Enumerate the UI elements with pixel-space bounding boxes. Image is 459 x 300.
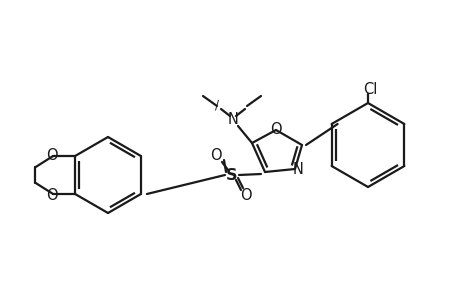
Text: O: O (46, 148, 58, 163)
Text: O: O (210, 148, 221, 164)
Text: O: O (269, 122, 281, 136)
Text: /: / (214, 98, 218, 112)
Text: Cl: Cl (362, 82, 376, 97)
Text: S: S (226, 167, 237, 182)
Text: N: N (292, 163, 303, 178)
Text: O: O (46, 188, 58, 202)
Text: N: N (227, 112, 238, 128)
Text: O: O (240, 188, 251, 203)
